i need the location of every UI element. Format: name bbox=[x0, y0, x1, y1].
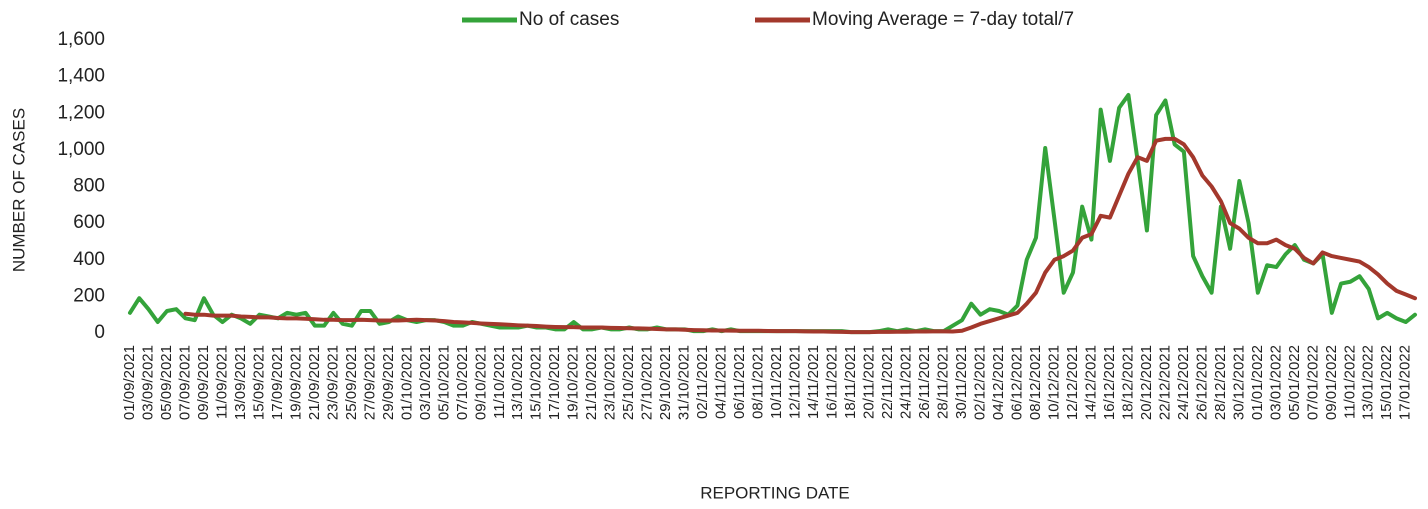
x-tick-label: 22/11/2021 bbox=[879, 345, 896, 419]
x-tick-label: 03/01/2022 bbox=[1267, 345, 1284, 420]
x-tick-label: 11/09/2021 bbox=[213, 345, 230, 419]
x-tick-label: 06/12/2021 bbox=[1008, 345, 1025, 420]
x-tick-label: 09/10/2021 bbox=[472, 345, 489, 420]
x-tick-label: 08/12/2021 bbox=[1027, 345, 1044, 420]
x-tick-label: 22/12/2021 bbox=[1156, 345, 1173, 420]
x-tick-label: 30/11/2021 bbox=[953, 345, 970, 419]
series-line bbox=[183, 136, 1417, 335]
x-tick-label: 18/12/2021 bbox=[1119, 345, 1136, 420]
y-tick-label: 600 bbox=[73, 212, 105, 233]
legend-label: No of cases bbox=[519, 9, 619, 30]
x-tick-label: 10/12/2021 bbox=[1045, 345, 1062, 420]
x-tick-label: 12/11/2021 bbox=[787, 345, 804, 419]
x-tick-label: 31/10/2021 bbox=[676, 345, 693, 420]
x-tick-label: 14/12/2021 bbox=[1082, 345, 1099, 420]
x-tick-label: 17/09/2021 bbox=[269, 345, 286, 420]
legend-label: Moving Average = 7-day total/7 bbox=[812, 9, 1074, 30]
y-tick-label: 0 bbox=[94, 322, 105, 343]
x-tick-label: 02/12/2021 bbox=[971, 345, 988, 420]
x-tick-label: 09/01/2022 bbox=[1323, 345, 1340, 420]
x-tick-label: 05/01/2022 bbox=[1286, 345, 1303, 420]
x-tick-label: 24/11/2021 bbox=[898, 345, 915, 419]
x-tick-label: 13/10/2021 bbox=[509, 345, 526, 420]
x-tick-label: 16/11/2021 bbox=[824, 345, 841, 419]
y-tick-label: 1,200 bbox=[57, 102, 105, 123]
x-tick-label: 13/09/2021 bbox=[232, 345, 249, 420]
x-axis-title: REPORTING DATE bbox=[700, 483, 850, 502]
x-tick-label: 21/09/2021 bbox=[306, 345, 323, 420]
x-tick-label: 29/10/2021 bbox=[657, 345, 674, 420]
x-tick-label: 25/10/2021 bbox=[620, 345, 637, 420]
y-axis-title: NUMBER OF CASES bbox=[9, 108, 28, 272]
x-tick-label: 26/12/2021 bbox=[1193, 345, 1210, 420]
x-tick-label: 07/09/2021 bbox=[176, 345, 193, 420]
x-tick-label: 18/11/2021 bbox=[842, 345, 859, 419]
x-tick-label: 10/11/2021 bbox=[768, 345, 785, 419]
x-tick-label: 17/01/2022 bbox=[1397, 345, 1414, 420]
x-tick-label: 14/11/2021 bbox=[805, 345, 822, 419]
x-tick-label: 29/09/2021 bbox=[380, 345, 397, 420]
x-tick-label: 01/10/2021 bbox=[398, 345, 415, 420]
x-tick-label: 12/12/2021 bbox=[1064, 345, 1081, 420]
x-tick-label: 27/10/2021 bbox=[639, 345, 656, 420]
x-tick-label: 01/01/2022 bbox=[1249, 345, 1266, 420]
x-tick-label: 11/10/2021 bbox=[491, 345, 508, 419]
x-tick-label: 15/09/2021 bbox=[250, 345, 267, 420]
x-tick-label: 05/10/2021 bbox=[435, 345, 452, 420]
x-tick-label: 01/09/2021 bbox=[121, 345, 138, 420]
x-tick-label: 03/10/2021 bbox=[417, 345, 434, 420]
x-tick-label: 24/12/2021 bbox=[1175, 345, 1192, 420]
x-tick-label: 08/11/2021 bbox=[750, 345, 767, 419]
x-tick-label: 16/12/2021 bbox=[1101, 345, 1118, 420]
y-tick-label: 1,600 bbox=[57, 29, 105, 50]
x-tick-label: 15/01/2022 bbox=[1378, 345, 1395, 420]
x-tick-label: 30/12/2021 bbox=[1230, 345, 1247, 420]
x-tick-label: 23/10/2021 bbox=[602, 345, 619, 420]
x-tick-label: 20/11/2021 bbox=[861, 345, 878, 419]
x-tick-label: 07/01/2022 bbox=[1304, 345, 1321, 420]
x-tick-label: 19/09/2021 bbox=[287, 345, 304, 420]
x-tick-label: 28/12/2021 bbox=[1212, 345, 1229, 420]
x-tick-label: 20/12/2021 bbox=[1138, 345, 1155, 420]
y-tick-label: 1,000 bbox=[57, 139, 105, 160]
x-tick-label: 02/11/2021 bbox=[694, 345, 711, 419]
y-tick-label: 400 bbox=[73, 249, 105, 270]
x-tick-label: 04/11/2021 bbox=[713, 345, 730, 419]
x-tick-label: 13/01/2022 bbox=[1360, 345, 1377, 420]
x-tick-label: 25/09/2021 bbox=[343, 345, 360, 420]
x-tick-label: 03/09/2021 bbox=[139, 345, 156, 420]
y-tick-label: 800 bbox=[73, 176, 105, 197]
x-tick-label: 06/11/2021 bbox=[731, 345, 748, 419]
y-tick-label: 1,400 bbox=[57, 66, 105, 87]
x-tick-label: 17/10/2021 bbox=[546, 345, 563, 420]
x-tick-label: 07/10/2021 bbox=[454, 345, 471, 420]
y-tick-label: 200 bbox=[73, 285, 105, 306]
x-tick-label: 09/09/2021 bbox=[195, 345, 212, 420]
x-tick-label: 15/10/2021 bbox=[528, 345, 545, 420]
x-tick-label: 11/01/2022 bbox=[1341, 345, 1358, 419]
x-tick-label: 28/11/2021 bbox=[934, 345, 951, 419]
x-tick-label: 26/11/2021 bbox=[916, 345, 933, 419]
x-tick-label: 04/12/2021 bbox=[990, 345, 1007, 420]
x-tick-label: 21/10/2021 bbox=[583, 345, 600, 420]
x-tick-label: 23/09/2021 bbox=[324, 345, 341, 420]
x-tick-label: 19/10/2021 bbox=[565, 345, 582, 420]
x-tick-label: 05/09/2021 bbox=[158, 345, 175, 420]
x-tick-label: 27/09/2021 bbox=[361, 345, 378, 420]
series-line bbox=[128, 92, 1417, 335]
